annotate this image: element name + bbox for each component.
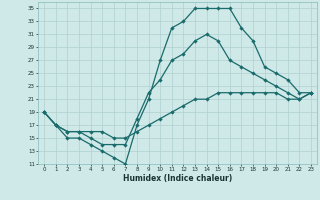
X-axis label: Humidex (Indice chaleur): Humidex (Indice chaleur) [123, 174, 232, 183]
